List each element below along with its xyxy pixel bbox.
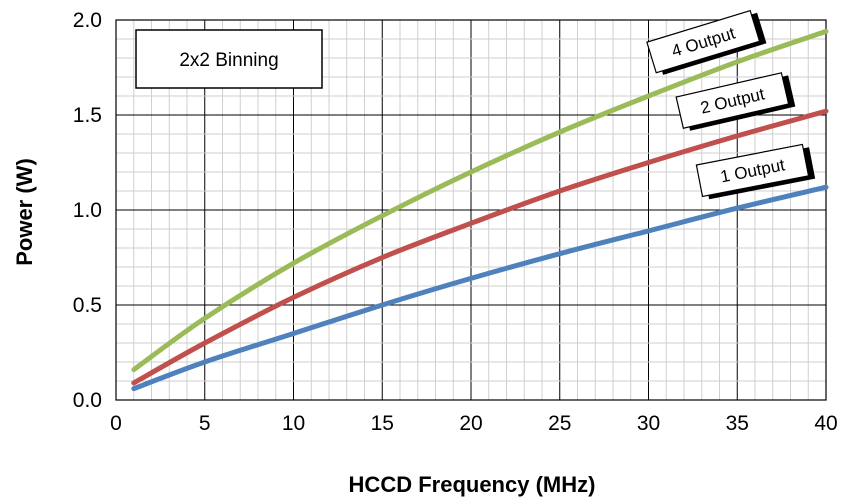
series-line-2-output xyxy=(131,108,829,386)
x-tick-label: 10 xyxy=(282,412,305,435)
series-line-4-output xyxy=(131,28,829,373)
callout-2-output: 2 Output xyxy=(675,72,796,131)
series-line-1-output xyxy=(131,184,829,392)
x-axis-title: HCCD Frequency (MHz) xyxy=(349,472,596,497)
binning-annotation-text: 2x2 Binning xyxy=(179,50,278,71)
y-tick-label: 0.5 xyxy=(73,294,102,317)
y-tick-label: 0.0 xyxy=(73,389,102,412)
series-lines xyxy=(131,28,829,392)
x-tick-label: 5 xyxy=(199,412,211,435)
callout-box xyxy=(646,9,761,74)
x-tick-label: 30 xyxy=(637,412,660,435)
y-tick-label: 1.0 xyxy=(73,199,102,222)
callout-4-output: 4 Output xyxy=(646,9,767,75)
y-tick-label: 1.5 xyxy=(73,104,102,127)
tick-labels: 0 5 10 15 20 25 30 35 40 0.0 0.5 1.0 1.5 2.0 xyxy=(73,9,838,435)
x-tick-label: 25 xyxy=(548,412,571,435)
y-axis-title: Power (W) xyxy=(12,158,37,266)
callout-1-output: 1 Output xyxy=(695,143,816,200)
x-tick-label: 0 xyxy=(110,412,122,435)
plot-area-border xyxy=(115,19,827,401)
x-tick-label: 20 xyxy=(459,412,482,435)
x-tick-label: 35 xyxy=(726,412,749,435)
x-tick-label: 40 xyxy=(814,412,837,435)
y-tick-label: 2.0 xyxy=(73,9,102,32)
callout-box xyxy=(695,143,810,198)
binning-annotation-box: 2x2 Binning xyxy=(135,29,323,89)
callout-box xyxy=(675,72,790,129)
x-tick-label: 15 xyxy=(371,412,394,435)
